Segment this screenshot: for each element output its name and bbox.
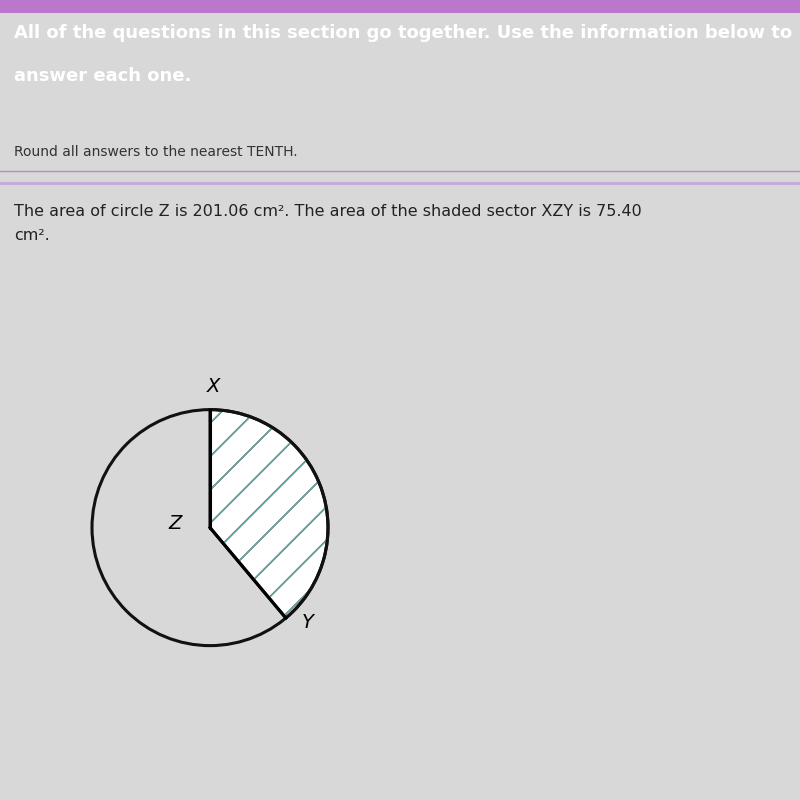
Text: The area of circle Z is 201.06 cm². The area of the shaded sector XZY is 75.40: The area of circle Z is 201.06 cm². The … (14, 204, 642, 219)
Text: Z: Z (169, 514, 182, 533)
Text: All of the questions in this section go together. Use the information below to: All of the questions in this section go … (14, 24, 793, 42)
Text: cm².: cm². (14, 228, 50, 243)
Text: X: X (207, 377, 221, 396)
Wedge shape (210, 410, 328, 618)
Text: Round all answers to the nearest TENTH.: Round all answers to the nearest TENTH. (14, 146, 298, 159)
Bar (0, 0, 800, 13)
Text: answer each one.: answer each one. (14, 67, 192, 85)
Text: Y: Y (302, 613, 314, 631)
